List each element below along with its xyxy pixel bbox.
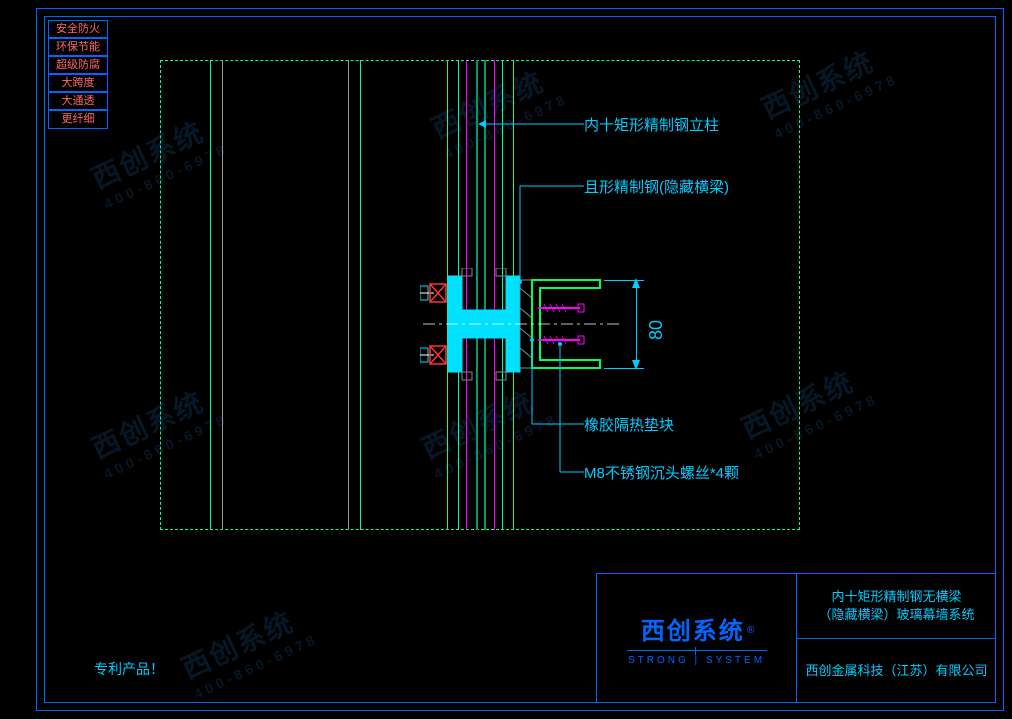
callout-leader [520,176,590,296]
title-line2: （隐藏横梁）玻璃幕墙系统 [818,606,974,624]
side-label: 环保节能 [48,38,108,56]
dim-arrows [630,278,642,370]
callout-leader [478,90,588,130]
title-block: 西创系统® STRONG | SYSTEM 内十矩形精制钢无横梁 （隐藏横梁）玻… [596,573,996,703]
callout-label: 内十矩形精制钢立柱 [584,114,719,135]
side-label: 更纤细 [48,110,108,128]
title-line1: 内十矩形精制钢无横梁 [818,588,974,606]
logo-sub: STRONG | SYSTEM [628,655,765,666]
side-label: 安全防火 [48,20,108,38]
side-label: 大通透 [48,92,108,110]
logo-sup: ® [747,625,754,636]
company-name: 西创金属科技（江苏）有限公司 [797,639,996,703]
patent-note: 专利产品！ [94,659,164,679]
side-label: 大跨度 [48,74,108,92]
logo-main: 西创系统 [641,618,745,645]
section-line [210,60,211,530]
logo-cell: 西创系统® STRONG | SYSTEM [597,574,797,703]
side-label-stack: 安全防火 环保节能 超级防腐 大跨度 大通透 更纤细 [48,20,108,129]
drawing-title: 内十矩形精制钢无横梁 （隐藏横梁）玻璃幕墙系统 [797,574,996,639]
side-label: 超级防腐 [48,56,108,74]
logo-divider [627,650,767,651]
dim-value: 80 [646,320,667,340]
section-line [348,60,349,530]
section-line [222,60,223,530]
callout-leader [560,344,600,478]
callout-label: M8不锈钢沉头螺丝*4颗 [584,462,739,483]
callout-label: 且形精制钢(隐藏横梁) [584,176,729,197]
section-line [360,60,361,530]
